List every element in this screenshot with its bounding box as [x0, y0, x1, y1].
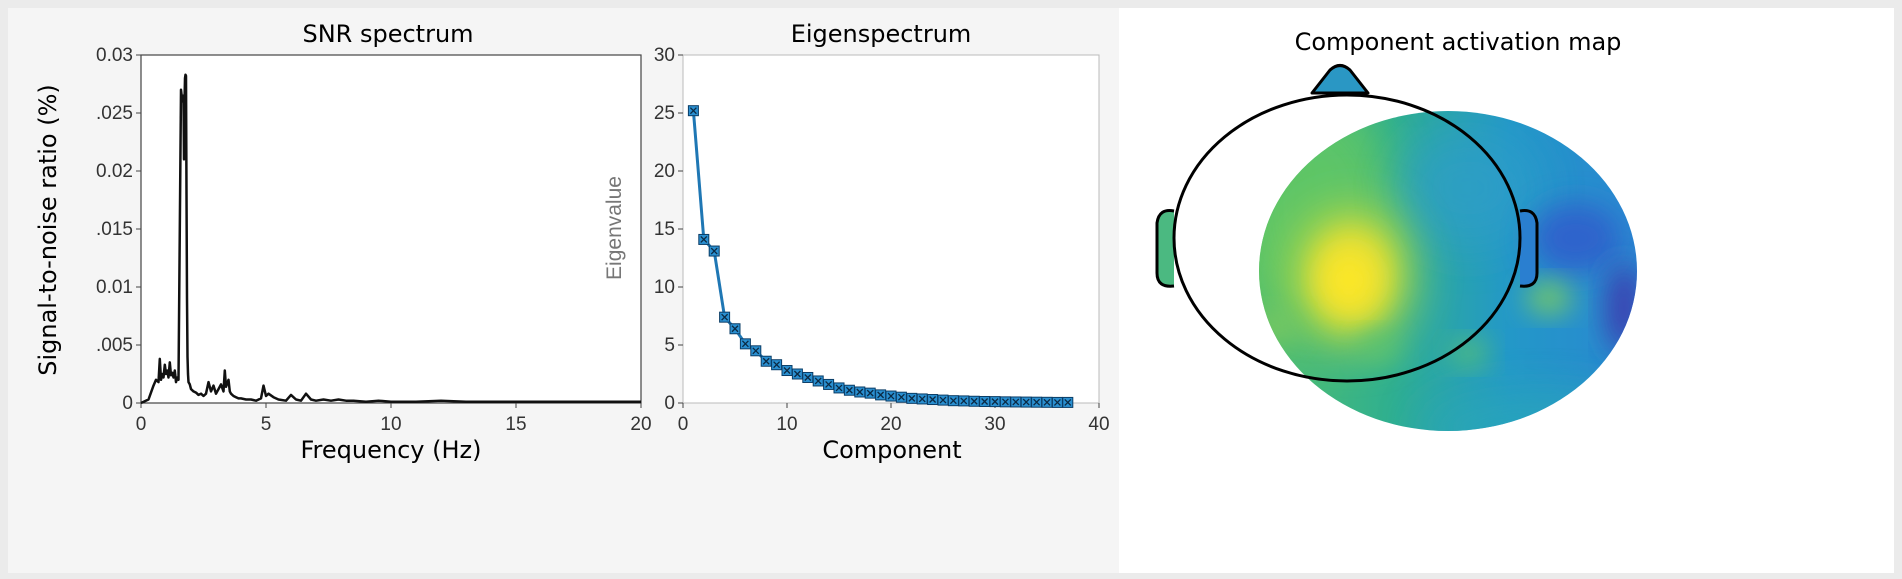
eigen-series: [687, 105, 1074, 408]
data-point-cross: [949, 397, 957, 405]
y-tick-label: .025: [96, 103, 133, 124]
y-tick-label: 0: [122, 393, 133, 414]
data-point-cross: [970, 397, 978, 405]
eigen-ticks: 0 10 20 30 40 0 5 10 15 20 25 30: [654, 45, 1110, 435]
y-tick-label: 25: [654, 103, 675, 124]
data-point-cross: [939, 396, 947, 404]
data-point-cross: [752, 347, 760, 355]
head-outline: [1172, 93, 1522, 383]
data-point-cross: [1053, 398, 1061, 406]
y-tick-label: 30: [654, 45, 675, 66]
snr-plot-area: [140, 54, 642, 404]
data-point-cross: [866, 389, 874, 397]
topomap-panel: Component activation map: [1119, 8, 1894, 573]
y-tick-label: 0.01: [96, 277, 133, 298]
snr-title: SNR spectrum: [302, 20, 473, 48]
data-point-cross: [804, 374, 812, 381]
eigen-chart: Eigenspectrum Component Eigenvalue 0 10 20…: [603, 20, 1110, 464]
data-point-cross: [856, 388, 864, 396]
snr-chart: SNR spectrum Frequency (Hz) Signal-to-no…: [34, 20, 652, 464]
data-point-cross: [814, 377, 822, 385]
x-tick-label: 0: [136, 414, 147, 435]
data-point-cross: [1022, 398, 1030, 406]
data-point-cross: [1064, 398, 1072, 406]
snr-series: [140, 73, 641, 405]
x-tick-label: 20: [880, 414, 901, 435]
eigen-title: Eigenspectrum: [791, 20, 972, 48]
eigen-xlabel: Component: [822, 436, 961, 464]
data-point-cross: [762, 357, 770, 365]
nose-outline: [1310, 64, 1370, 95]
data-point-cross: [1001, 398, 1009, 406]
data-point-cross: [845, 386, 853, 394]
y-tick-label: .015: [96, 219, 133, 240]
x-tick-label: 15: [505, 414, 526, 435]
data-point-cross: [1043, 398, 1051, 406]
right-ear-outline: [1519, 209, 1539, 288]
snr-xlabel: Frequency (Hz): [301, 436, 482, 464]
y-tick-label: 10: [654, 277, 675, 298]
x-tick-label: 5: [261, 414, 272, 435]
x-tick-label: 40: [1088, 414, 1109, 435]
y-tick-label: 0: [664, 393, 675, 414]
eigen-ylabel: Eigenvalue: [603, 176, 626, 280]
data-point-cross: [908, 394, 916, 402]
topomap-title: Component activation map: [1295, 28, 1622, 56]
left-ear-outline: [1155, 209, 1175, 288]
y-tick-label: 0.02: [96, 161, 133, 182]
snr-ylabel: Signal-to-noise ratio (%): [34, 84, 62, 376]
topomap-chart: Component activation map: [1155, 28, 1637, 431]
x-tick-label: 0: [678, 414, 689, 435]
data-point-cross: [700, 235, 708, 243]
x-tick-label: 10: [380, 414, 401, 435]
data-point-cross: [981, 398, 989, 405]
data-point-cross: [929, 396, 937, 403]
x-tick-label: 30: [984, 414, 1005, 435]
x-tick-label: 20: [630, 414, 651, 435]
data-point-cross: [960, 397, 968, 405]
data-point-cross: [721, 313, 729, 321]
data-point-cross: [1033, 398, 1041, 406]
eigen-panel: Eigenspectrum Component Eigenvalue 0 10 20…: [603, 8, 1119, 573]
data-point-cross: [835, 384, 843, 392]
x-tick-label: 10: [776, 414, 797, 435]
data-point-cross: [887, 392, 895, 400]
snr-panel: SNR spectrum Frequency (Hz) Signal-to-no…: [8, 8, 663, 573]
data-point-cross: [897, 393, 905, 401]
y-tick-label: 0.03: [96, 45, 133, 66]
data-point-cross: [773, 361, 781, 369]
data-point-cross: [825, 380, 833, 388]
snr-ticks: 0 5 10 15 20 0 .005 0.01 .015 0.02 .025 0.03: [96, 45, 652, 435]
y-tick-label: .005: [96, 335, 133, 356]
data-point-cross: [877, 391, 885, 399]
data-point-cross: [991, 398, 999, 406]
data-point-cross: [689, 107, 697, 115]
data-point-cross: [731, 325, 739, 333]
data-point-cross: [783, 367, 791, 374]
y-tick-label: 15: [654, 219, 675, 240]
activation-field: [1259, 111, 1637, 431]
eigen-plot-area: [682, 54, 1100, 404]
data-point-cross: [741, 340, 749, 348]
data-point-cross: [710, 247, 718, 255]
data-point-cross: [918, 395, 926, 403]
y-tick-label: 5: [664, 335, 675, 356]
data-point-cross: [1012, 398, 1020, 406]
series-line: [140, 73, 641, 405]
data-point-cross: [793, 370, 801, 378]
y-tick-label: 20: [654, 161, 675, 182]
